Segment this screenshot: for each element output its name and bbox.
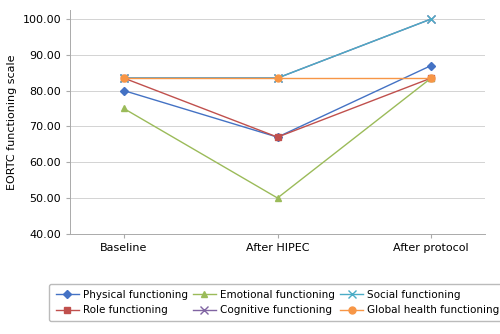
Legend: Physical functioning, Role functioning, Emotional functioning, Cognitive functio: Physical functioning, Role functioning, … xyxy=(50,284,500,321)
Y-axis label: EORTC functioning scale: EORTC functioning scale xyxy=(7,54,17,190)
